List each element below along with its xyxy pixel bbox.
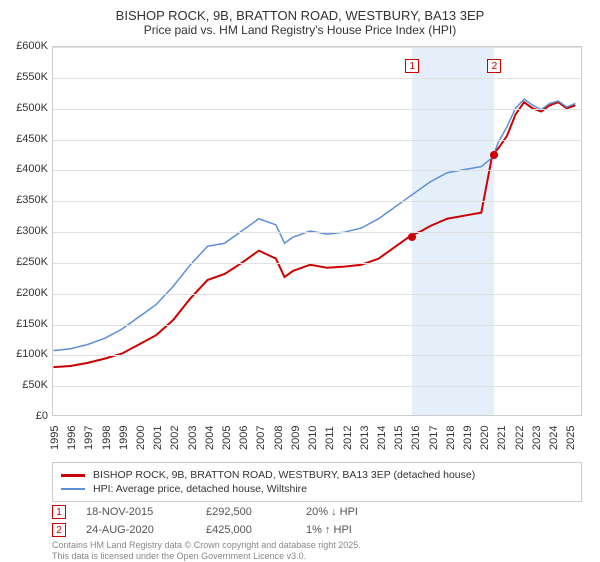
- gridline-h: [53, 47, 581, 48]
- sale-price: £425,000: [206, 524, 306, 536]
- ytick-label: £400K: [4, 163, 48, 175]
- xtick-label: 2007: [255, 426, 267, 450]
- marker-box: 1: [405, 59, 419, 73]
- xtick-label: 1996: [66, 426, 78, 450]
- gridline-h: [53, 263, 581, 264]
- xtick-label: 2016: [410, 426, 422, 450]
- gridline-h: [53, 386, 581, 387]
- legend-label: HPI: Average price, detached house, Wilt…: [93, 483, 307, 495]
- gridline-h: [53, 355, 581, 356]
- xtick-label: 1997: [83, 426, 95, 450]
- xtick-label: 2022: [514, 426, 526, 450]
- attribution: Contains HM Land Registry data © Crown c…: [52, 540, 361, 562]
- ytick-label: £600K: [4, 40, 48, 52]
- xtick-label: 2014: [376, 426, 388, 450]
- xtick-label: 2013: [359, 426, 371, 450]
- sale-date: 18-NOV-2015: [86, 506, 206, 518]
- sale-date: 24-AUG-2020: [86, 524, 206, 536]
- xtick-label: 2003: [187, 426, 199, 450]
- gridline-h: [53, 78, 581, 79]
- xtick-label: 2024: [548, 426, 560, 450]
- gridline-h: [53, 201, 581, 202]
- ytick-label: £250K: [4, 256, 48, 268]
- plot-area: 12: [52, 46, 582, 416]
- xtick-label: 2015: [393, 426, 405, 450]
- sale-delta: 1% ↑ HPI: [306, 524, 352, 536]
- title-line1: BISHOP ROCK, 9B, BRATTON ROAD, WESTBURY,…: [0, 8, 600, 23]
- xtick-label: 2011: [324, 426, 336, 450]
- gridline-h: [53, 109, 581, 110]
- ytick-label: £300K: [4, 225, 48, 237]
- xtick-label: 2018: [445, 426, 457, 450]
- xtick-label: 2021: [496, 426, 508, 450]
- legend: BISHOP ROCK, 9B, BRATTON ROAD, WESTBURY,…: [52, 462, 582, 502]
- legend-row: HPI: Average price, detached house, Wilt…: [61, 483, 573, 495]
- xtick-label: 2017: [428, 426, 440, 450]
- xtick-label: 2000: [135, 426, 147, 450]
- sale-point: [408, 233, 416, 241]
- xtick-label: 2010: [307, 426, 319, 450]
- chart-container: BISHOP ROCK, 9B, BRATTON ROAD, WESTBURY,…: [0, 0, 600, 560]
- attribution-line1: Contains HM Land Registry data © Crown c…: [52, 540, 361, 551]
- ytick-label: £500K: [4, 102, 48, 114]
- xtick-label: 2020: [479, 426, 491, 450]
- xtick-label: 2001: [152, 426, 164, 450]
- sale-price: £292,500: [206, 506, 306, 518]
- xtick-label: 2025: [565, 426, 577, 450]
- marker-box: 2: [487, 59, 501, 73]
- xtick-label: 2008: [273, 426, 285, 450]
- xtick-label: 2019: [462, 426, 474, 450]
- ytick-label: £450K: [4, 133, 48, 145]
- gridline-h: [53, 232, 581, 233]
- title-line2: Price paid vs. HM Land Registry's House …: [0, 23, 600, 37]
- xtick-label: 2009: [290, 426, 302, 450]
- sale-point: [490, 151, 498, 159]
- series-line-price_paid: [53, 102, 575, 367]
- ytick-label: £200K: [4, 287, 48, 299]
- xtick-label: 2005: [221, 426, 233, 450]
- gridline-h: [53, 294, 581, 295]
- xtick-label: 1999: [118, 426, 130, 450]
- gridline-h: [53, 325, 581, 326]
- ytick-label: £0: [4, 410, 48, 422]
- xtick-label: 2012: [342, 426, 354, 450]
- title-block: BISHOP ROCK, 9B, BRATTON ROAD, WESTBURY,…: [0, 0, 600, 41]
- line-series-svg: [53, 47, 581, 415]
- gridline-h: [53, 140, 581, 141]
- sale-row: 2 24-AUG-2020£425,0001% ↑ HPI: [52, 523, 352, 537]
- ytick-label: £100K: [4, 348, 48, 360]
- xtick-label: 1995: [49, 426, 61, 450]
- ytick-label: £50K: [4, 379, 48, 391]
- series-line-hpi: [53, 99, 575, 351]
- xtick-label: 1998: [101, 426, 113, 450]
- legend-swatch: [61, 488, 85, 490]
- ytick-label: £350K: [4, 194, 48, 206]
- legend-label: BISHOP ROCK, 9B, BRATTON ROAD, WESTBURY,…: [93, 469, 475, 481]
- xtick-label: 2006: [238, 426, 250, 450]
- sale-row: 1 18-NOV-2015£292,50020% ↓ HPI: [52, 505, 358, 519]
- xtick-label: 2002: [169, 426, 181, 450]
- legend-swatch: [61, 474, 85, 477]
- legend-row: BISHOP ROCK, 9B, BRATTON ROAD, WESTBURY,…: [61, 469, 573, 481]
- sale-marker-box: 1: [52, 505, 66, 519]
- xtick-label: 2004: [204, 426, 216, 450]
- sale-delta: 20% ↓ HPI: [306, 506, 358, 518]
- gridline-h: [53, 170, 581, 171]
- ytick-label: £550K: [4, 71, 48, 83]
- ytick-label: £150K: [4, 318, 48, 330]
- sale-marker-box: 2: [52, 523, 66, 537]
- xtick-label: 2023: [531, 426, 543, 450]
